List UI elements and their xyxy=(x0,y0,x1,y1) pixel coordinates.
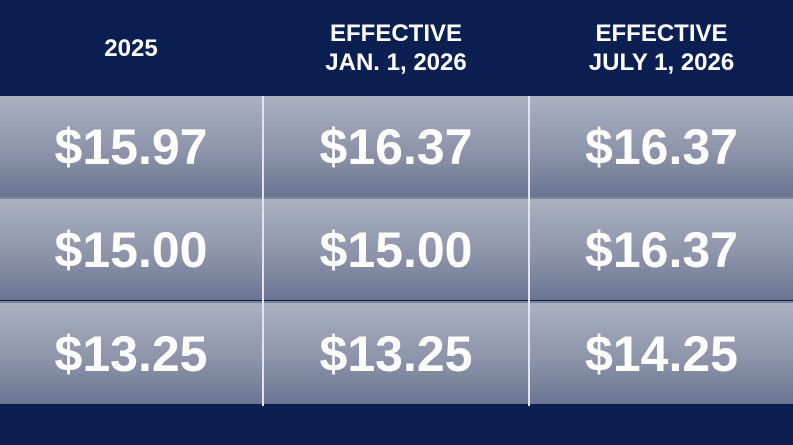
wage-value: $16.37 xyxy=(585,118,738,175)
column-divider xyxy=(528,96,530,406)
wage-value: $13.25 xyxy=(54,325,208,382)
table-cell: $15.00 xyxy=(264,199,528,300)
header-label-line1: EFFECTIVE xyxy=(595,20,728,47)
wage-value: $16.37 xyxy=(585,221,738,278)
wage-value: $14.25 xyxy=(585,325,738,382)
header-label-line2: JAN. 1, 2026 xyxy=(325,49,467,76)
header-jan-2026: EFFECTIVE JAN. 1, 2026 xyxy=(264,0,528,96)
table-cell: $13.25 xyxy=(0,303,262,404)
table-cell: $16.37 xyxy=(530,96,793,197)
wage-value: $16.37 xyxy=(319,118,473,175)
header-label: 2025 xyxy=(104,34,158,62)
row-divider xyxy=(0,301,793,303)
wage-value: $15.00 xyxy=(54,221,208,278)
header-label-line1: EFFECTIVE xyxy=(329,20,462,47)
column-divider xyxy=(262,96,264,406)
table-cell: $13.25 xyxy=(264,303,528,404)
wage-value: $15.97 xyxy=(54,118,208,175)
table-cell: $16.37 xyxy=(530,199,793,300)
table-cell: $15.97 xyxy=(0,96,262,197)
table-cell: $16.37 xyxy=(264,96,528,197)
row-divider xyxy=(0,197,793,199)
header-label-line2: JULY 1, 2026 xyxy=(588,49,735,76)
header-july-2026: EFFECTIVE JULY 1, 2026 xyxy=(530,0,793,96)
header-2025: 2025 xyxy=(0,0,262,96)
wage-value: $15.00 xyxy=(319,221,473,278)
wage-value: $13.25 xyxy=(319,325,473,382)
table-cell: $14.25 xyxy=(530,303,793,404)
table-cell: $15.00 xyxy=(0,199,262,300)
